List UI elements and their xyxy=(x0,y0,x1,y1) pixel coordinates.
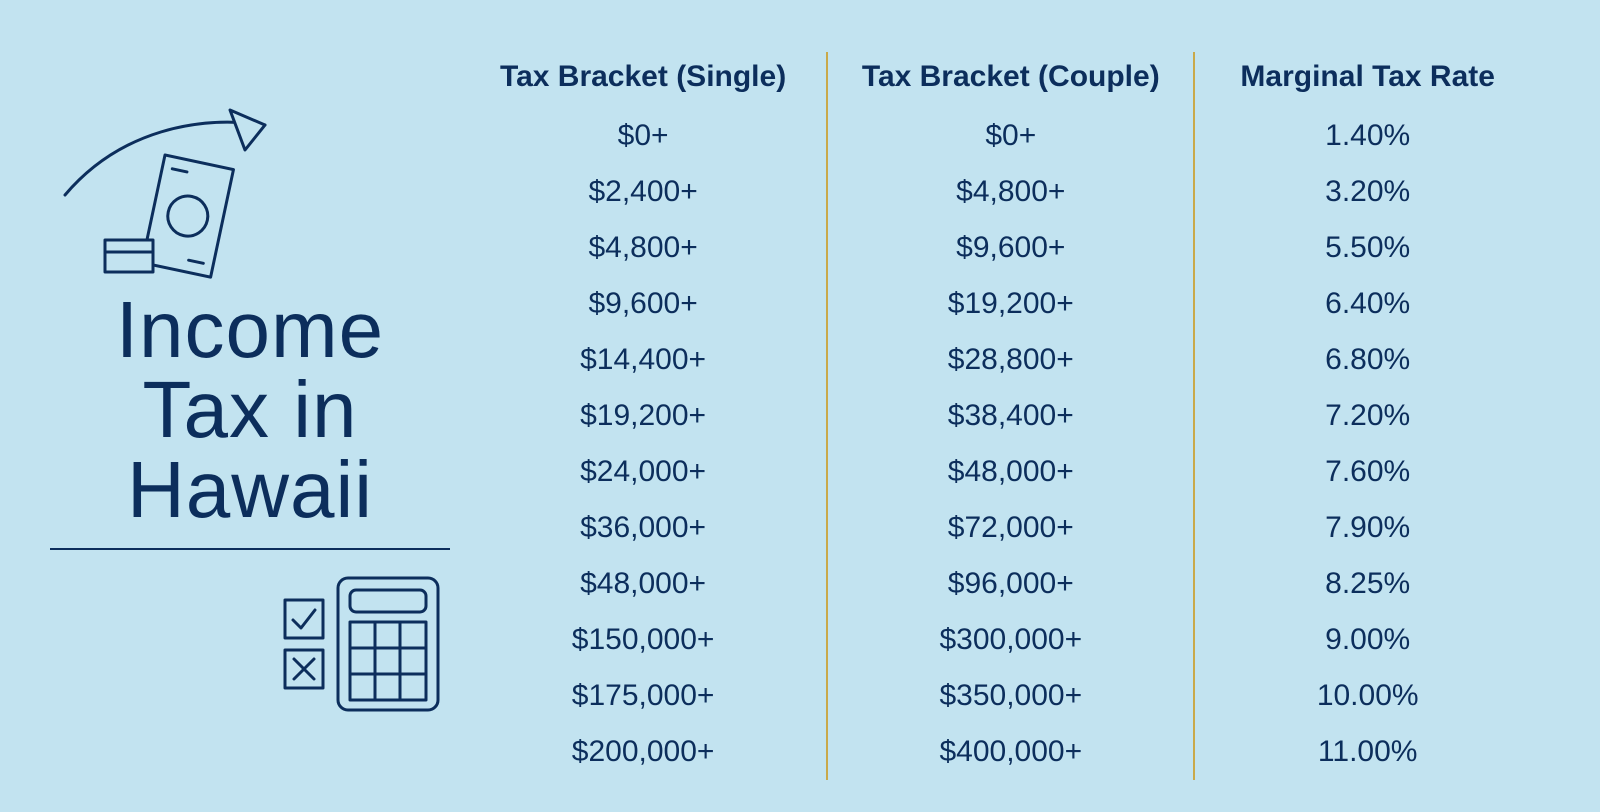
table-cell: $400,000+ xyxy=(827,724,1194,780)
table-cell: $36,000+ xyxy=(460,500,827,556)
table-row: $2,400+$4,800+3.20% xyxy=(460,164,1540,220)
table-cell: 8.25% xyxy=(1194,556,1540,612)
table-cell: 7.90% xyxy=(1194,500,1540,556)
table-cell: 7.60% xyxy=(1194,444,1540,500)
table-cell: 6.80% xyxy=(1194,332,1540,388)
table-cell: $24,000+ xyxy=(460,444,827,500)
money-growth-icon xyxy=(50,100,450,280)
table-row: $36,000+$72,000+7.90% xyxy=(460,500,1540,556)
table-cell: $4,800+ xyxy=(460,220,827,276)
table-cell: 6.40% xyxy=(1194,276,1540,332)
table-row: $9,600+$19,200+6.40% xyxy=(460,276,1540,332)
table-row: $175,000+$350,000+10.00% xyxy=(460,668,1540,724)
left-panel: Income Tax in Hawaii xyxy=(50,100,450,730)
table-cell: $300,000+ xyxy=(827,612,1194,668)
table-cell: 9.00% xyxy=(1194,612,1540,668)
table-cell: $28,800+ xyxy=(827,332,1194,388)
col-header-single: Tax Bracket (Single) xyxy=(460,52,827,108)
table-cell: $48,000+ xyxy=(827,444,1194,500)
title-line-1: Income xyxy=(116,285,384,374)
table-cell: $9,600+ xyxy=(460,276,827,332)
table-cell: $19,200+ xyxy=(827,276,1194,332)
table-row: $4,800+$9,600+5.50% xyxy=(460,220,1540,276)
table-cell: $175,000+ xyxy=(460,668,827,724)
tax-bracket-table: Tax Bracket (Single) Tax Bracket (Couple… xyxy=(460,52,1540,780)
title-underline xyxy=(50,548,450,550)
table-cell: $72,000+ xyxy=(827,500,1194,556)
table-row: $14,400+$28,800+6.80% xyxy=(460,332,1540,388)
table-cell: 11.00% xyxy=(1194,724,1540,780)
table-row: $48,000+$96,000+8.25% xyxy=(460,556,1540,612)
table-cell: $200,000+ xyxy=(460,724,827,780)
table-cell: $96,000+ xyxy=(827,556,1194,612)
table-cell: 7.20% xyxy=(1194,388,1540,444)
table-cell: 3.20% xyxy=(1194,164,1540,220)
table-cell: $2,400+ xyxy=(460,164,827,220)
tax-table: Tax Bracket (Single) Tax Bracket (Couple… xyxy=(460,52,1540,780)
page-title: Income Tax in Hawaii xyxy=(50,290,450,530)
table-cell: $9,600+ xyxy=(827,220,1194,276)
table-row: $200,000+$400,000+11.00% xyxy=(460,724,1540,780)
table-row: $24,000+$48,000+7.60% xyxy=(460,444,1540,500)
table-cell: 5.50% xyxy=(1194,220,1540,276)
col-header-couple: Tax Bracket (Couple) xyxy=(827,52,1194,108)
table-cell: $19,200+ xyxy=(460,388,827,444)
table-cell: $0+ xyxy=(827,108,1194,164)
calculator-checklist-icon xyxy=(50,570,450,730)
table-cell: $14,400+ xyxy=(460,332,827,388)
table-cell: 1.40% xyxy=(1194,108,1540,164)
table-cell: $4,800+ xyxy=(827,164,1194,220)
table-cell: $0+ xyxy=(460,108,827,164)
title-line-3: Hawaii xyxy=(127,445,373,534)
table-cell: $350,000+ xyxy=(827,668,1194,724)
col-header-rate: Marginal Tax Rate xyxy=(1194,52,1540,108)
title-line-2: Tax in xyxy=(143,365,358,454)
table-cell: $48,000+ xyxy=(460,556,827,612)
table-row: $0+$0+1.40% xyxy=(460,108,1540,164)
table-cell: $38,400+ xyxy=(827,388,1194,444)
table-header-row: Tax Bracket (Single) Tax Bracket (Couple… xyxy=(460,52,1540,108)
table-cell: $150,000+ xyxy=(460,612,827,668)
table-row: $150,000+$300,000+9.00% xyxy=(460,612,1540,668)
table-cell: 10.00% xyxy=(1194,668,1540,724)
table-row: $19,200+$38,400+7.20% xyxy=(460,388,1540,444)
